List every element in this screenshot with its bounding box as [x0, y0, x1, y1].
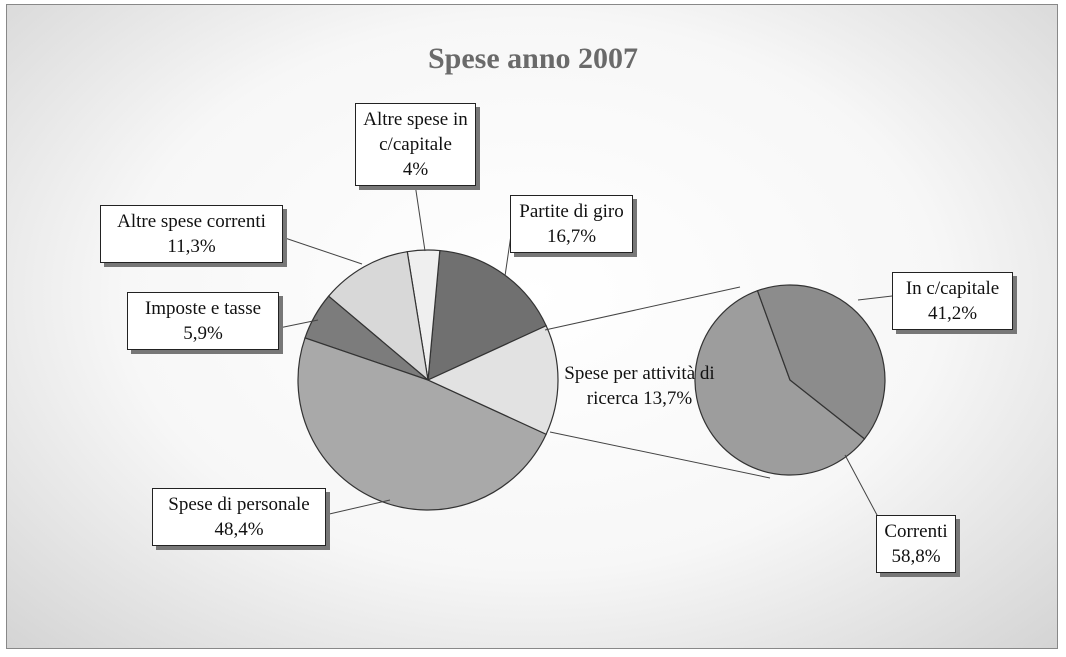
- value-label: 5,9%: [183, 323, 223, 344]
- pie-slice: [297, 337, 547, 511]
- connector: [549, 431, 771, 479]
- category-label: Altre spese correnti: [117, 211, 266, 232]
- data-label: Partite di giro 16,7%: [510, 195, 633, 253]
- data-label: Correnti 58,8%: [876, 515, 956, 573]
- data-label: Imposte e tasse 5,9%: [127, 292, 279, 350]
- value-label: 13,7%: [643, 388, 693, 409]
- leader: [324, 499, 391, 516]
- value-label: 16,7%: [546, 226, 597, 247]
- data-label: Altre spese correnti 11,3%: [100, 205, 283, 263]
- value-label: 58,8%: [891, 546, 941, 567]
- data-label: Spese per attività di ricerca 13,7%: [547, 358, 732, 414]
- category-label: Spese di personale: [168, 494, 310, 515]
- data-label: Altre spese in c/capitale 4%: [355, 103, 476, 186]
- pie-slice: [694, 289, 866, 476]
- chart-title: Spese anno 2007: [427, 42, 639, 75]
- category-label: Spese per attività di ricerca: [564, 363, 715, 409]
- value-label: 4%: [402, 159, 429, 180]
- pie-slice: [327, 250, 429, 382]
- data-label: In c/capitale 41,2%: [892, 272, 1013, 330]
- category-label: In c/capitale: [905, 278, 1000, 299]
- pie-slice: [426, 324, 559, 436]
- leader: [281, 236, 363, 265]
- data-label: Spese di personale 48,4%: [152, 488, 326, 546]
- category-label: Correnti: [884, 521, 948, 542]
- connector: [544, 286, 741, 331]
- leader: [414, 183, 426, 252]
- category-label: Partite di giro: [519, 201, 624, 222]
- leader: [857, 295, 893, 301]
- leader: [278, 319, 319, 329]
- value-label: 41,2%: [927, 303, 978, 324]
- category-label: Imposte e tasse: [144, 298, 262, 319]
- category-label: Altre spese in c/capitale: [363, 109, 468, 155]
- value-label: 11,3%: [167, 236, 216, 257]
- pie-slice: [427, 249, 547, 381]
- value-label: 48,4%: [214, 519, 264, 540]
- pie-slice: [756, 284, 886, 440]
